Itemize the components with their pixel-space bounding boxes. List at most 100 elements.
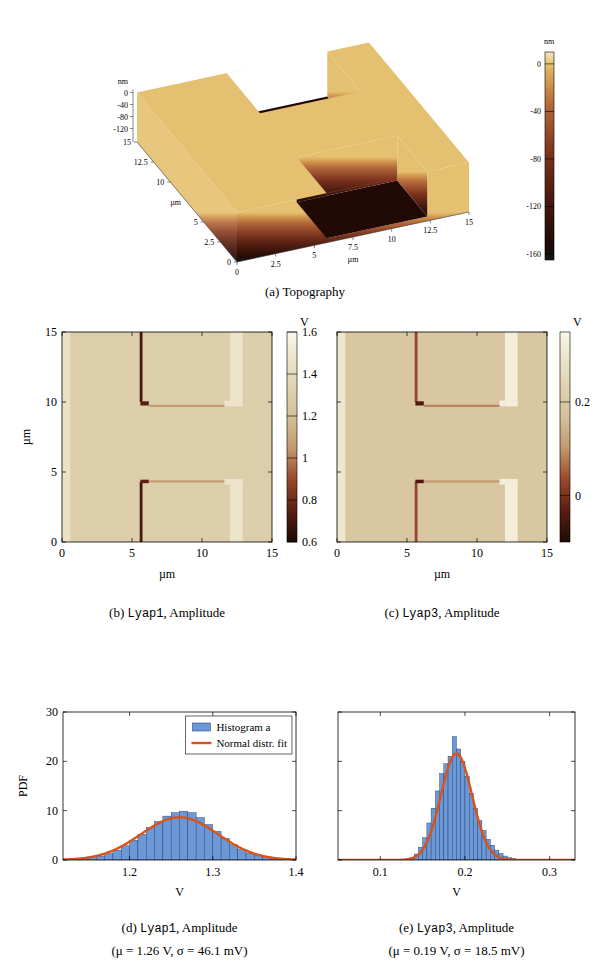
x-tick [547,332,548,336]
x-tick [237,262,238,265]
y-tick [338,712,342,713]
figure: 02.557.51012.515µm02.551012.515µm0-40-80… [0,0,610,979]
caption-part: , Amplitude [438,605,500,620]
plot-area [63,811,296,860]
y-axis [137,142,237,262]
y-tick [268,472,272,473]
heat-region [415,332,418,402]
x-tick [129,712,130,716]
x-tick-label: 7.5 [348,243,358,252]
x-tick-label: 10 [196,546,208,560]
colorbar-tick [545,63,554,64]
histogram-bar [465,776,469,860]
z-tick-label: -40 [117,101,128,110]
plot-frame [63,712,296,860]
heat-region [230,479,243,542]
y-tick [337,332,341,333]
heat-region [499,479,517,485]
caption: (e) Lyap3, Amplitude [399,920,514,936]
y-tick-label: 12.5 [134,158,148,167]
y-tick [571,860,575,861]
z-axis-title: nm [118,77,129,86]
x-tick [353,237,354,240]
y-tick-label: 10 [45,395,57,409]
legend-swatch [191,742,211,744]
x-tick-label: 0.2 [457,865,472,879]
y-tick-label: 10 [156,178,164,187]
y-tick [63,860,67,861]
y-tick [543,402,547,403]
x-tick [391,229,392,232]
z-axis [133,90,134,143]
heat-region [424,480,500,482]
x-tick [272,538,273,542]
caption-sub: (μ = 1.26 V, σ = 46.1 mV) [111,943,247,958]
histogram-bar [155,822,163,860]
x-tick [337,332,338,336]
y-tick [201,222,204,223]
x-tick [469,212,470,215]
caption: (d) Lyap1, Amplitude [122,920,238,936]
heat-background [337,332,547,542]
x-axis-title: µm [348,255,360,264]
colorbar-tick [560,402,570,403]
y-tick [62,402,66,403]
x-tick-label: 5 [129,546,135,560]
x-tick-label: 15 [541,546,553,560]
x-tick [464,712,465,716]
x-tick-label: 0 [235,268,239,277]
x-tick [380,856,381,860]
y-tick [292,860,296,861]
heat-background [62,332,272,542]
heat-region [149,480,225,482]
heat-region [505,332,518,406]
heat-region [505,479,518,542]
y-tick-label: 15 [123,138,131,147]
caption-part: , Amplitude [164,605,226,620]
legend-label: Normal distr. fit [216,737,287,749]
x-tick [547,538,548,542]
histogram-bar [121,846,129,860]
colorbar [560,332,570,542]
caption-part: , Amplitude [453,920,515,935]
histogram-bar [113,850,121,860]
heat-region [224,401,242,407]
plot-frame [337,332,547,542]
histogram-panel: 0.10.20.3V(e) Lyap3, Amplitude(μ = 0.19 … [338,712,575,958]
y-tick [292,761,296,762]
x-tick [549,856,550,860]
y-tick [151,162,154,163]
colorbar-title: V [573,315,582,329]
y-tick [337,542,341,543]
colorbar-tick-label: -160 [526,250,541,259]
plot-area [62,332,272,542]
x-tick-label: 15 [266,546,278,560]
z-tick [130,116,133,117]
y-tick [292,810,296,811]
y-tick-label: 0 [51,535,57,549]
x-tick-label: 2.5 [271,260,281,269]
z-tick [130,104,133,105]
legend: Histogram aNormal distr. fit [185,716,292,754]
colorbar-title: V [300,315,309,329]
y-tick [337,472,341,473]
y-axis-title: µm [19,428,33,445]
y-tick-label: 10 [46,804,58,818]
y-tick [234,262,237,263]
histogram-bar [130,840,138,860]
heat-region [415,401,423,405]
x-tick [296,712,297,716]
y-tick-label: 30 [46,705,58,719]
heat-region [140,401,148,405]
colorbar-tick [287,374,297,375]
x-tick-label: 10 [471,546,483,560]
y-tick [571,810,575,811]
y-tick [292,712,296,713]
histogram-bar [448,756,452,860]
colorbar-tick-label: 0 [575,489,581,503]
x-tick-label: 5 [404,546,410,560]
colorbar-tick [287,458,297,459]
histogram-bar [163,816,171,860]
fit-curve [338,754,575,860]
caption: (a) Topography [265,284,346,299]
